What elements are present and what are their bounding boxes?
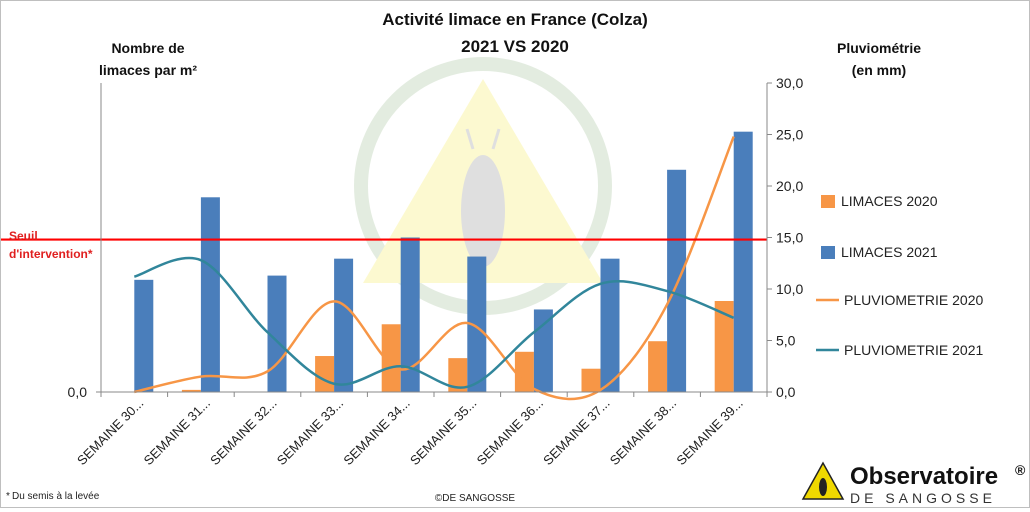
brand-name: Observatoire <box>850 463 998 490</box>
bar-limaces-2020-2 <box>181 389 201 392</box>
legend-label-limaces-2020: LIMACES 2020 <box>841 193 938 209</box>
bar-limaces-2020-9 <box>648 341 668 392</box>
right-tick-label-0: 0,0 <box>776 384 796 400</box>
right-axis-title-line2: (en mm) <box>852 62 906 78</box>
legend-label-pluvio-2021: PLUVIOMETRIE 2021 <box>844 342 983 358</box>
brand-registered: ® <box>1015 462 1026 478</box>
threshold-label-line1: Seuil <box>9 229 38 243</box>
right-tick-label-2: 10,0 <box>776 281 803 297</box>
x-tick-label-4: SEMAINE 33... <box>274 396 346 468</box>
threshold-label-line2: d'intervention* <box>9 247 93 261</box>
right-tick-label-6: 30,0 <box>776 75 803 91</box>
left-axis-title-line1: Nombre de <box>111 40 184 56</box>
copyright: ©DE SANGOSSE <box>435 493 515 504</box>
bar-limaces-2021-3 <box>267 275 287 392</box>
bars-layer <box>134 131 753 392</box>
chart-title: Activité limace en France (Colza) <box>382 10 647 29</box>
bar-limaces-2021-10 <box>733 131 753 392</box>
brand-logo: Observatoire ® DE SANGOSSE <box>801 461 1026 506</box>
chart-subtitle: 2021 VS 2020 <box>461 37 569 56</box>
x-tick-label-2: SEMAINE 31... <box>141 396 213 468</box>
right-axis-title-line1: Pluviométrie <box>837 40 921 56</box>
bar-limaces-2021-9 <box>667 169 687 392</box>
bar-limaces-2021-2 <box>200 197 220 392</box>
x-tick-label-10: SEMAINE 39... <box>673 396 745 468</box>
bar-limaces-2021-5 <box>400 237 420 392</box>
x-tick-label-5: SEMAINE 34... <box>340 396 412 468</box>
x-tick-label-6: SEMAINE 35... <box>407 396 479 468</box>
bar-limaces-2021-4 <box>334 258 354 392</box>
right-tick-label-5: 25,0 <box>776 127 803 143</box>
right-tick-label-3: 15,0 <box>776 230 803 246</box>
bar-limaces-2020-10 <box>714 300 734 392</box>
x-tick-label-9: SEMAINE 38... <box>607 396 679 468</box>
legend-swatch-limaces-2021 <box>821 246 835 259</box>
bar-limaces-2020-6 <box>448 358 468 392</box>
brand-subtitle: DE SANGOSSE <box>850 490 996 506</box>
bar-limaces-2020-5 <box>381 324 401 392</box>
footnote-marker: * <box>6 491 10 502</box>
bar-limaces-2020-8 <box>581 368 601 392</box>
lines-layer <box>133 136 735 401</box>
x-tick-label-3: SEMAINE 32... <box>207 396 279 468</box>
footnote: Du semis à la levée <box>12 491 100 502</box>
bar-limaces-2020-7 <box>514 351 534 392</box>
line-pluviometrie-2020 <box>134 136 735 401</box>
left-axis-title-line2: limaces par m² <box>99 62 197 78</box>
bar-limaces-2021-7 <box>533 309 553 392</box>
bar-limaces-2021-1 <box>134 279 154 392</box>
right-tick-label-4: 20,0 <box>776 178 803 194</box>
bar-limaces-2021-6 <box>467 256 487 392</box>
line-pluviometrie-2021 <box>133 256 735 389</box>
x-tick-label-8: SEMAINE 37... <box>540 396 612 468</box>
legend-swatch-limaces-2020 <box>821 195 835 208</box>
legend-label-limaces-2021: LIMACES 2021 <box>841 244 938 260</box>
bar-limaces-2021-8 <box>600 258 620 392</box>
x-tick-label-7: SEMAINE 36... <box>474 396 546 468</box>
x-tick-label-1: SEMAINE 30... <box>74 396 146 468</box>
right-tick-label-1: 5,0 <box>776 333 796 349</box>
legend-label-pluvio-2020: PLUVIOMETRIE 2020 <box>844 292 983 308</box>
left-tick-label-0: 0,0 <box>68 384 88 400</box>
bar-limaces-2020-4 <box>315 356 335 392</box>
legend: LIMACES 2020 LIMACES 2021 PLUVIOMETRIE 2… <box>816 193 983 358</box>
